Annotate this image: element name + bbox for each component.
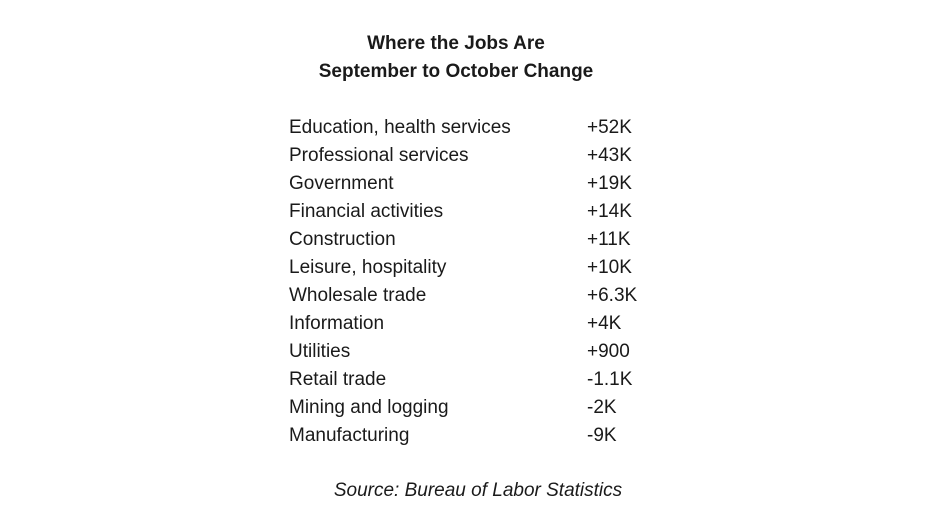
jobs-change-table: Education, health services +52K Profession… <box>289 114 669 450</box>
sector-label: Manufacturing <box>289 425 410 446</box>
sector-label: Financial activities <box>289 201 444 222</box>
chart-title-block: Where the Jobs Are September to October … <box>0 30 912 86</box>
table-row: Wholesale trade +6.3K <box>289 282 669 310</box>
table-row: Construction +11K <box>289 226 669 254</box>
change-value: +14K <box>587 201 632 222</box>
change-value: -2K <box>587 397 617 418</box>
sector-label: Leisure, hospitality <box>289 257 447 278</box>
change-value: -9K <box>587 425 617 446</box>
table-row: Professional services +43K <box>289 142 669 170</box>
source-note: Source: Bureau of Labor Statistics <box>333 480 623 501</box>
sector-label: Wholesale trade <box>289 285 427 306</box>
change-value: +52K <box>587 117 632 138</box>
table-row: Manufacturing -9K <box>289 422 669 450</box>
change-value: -1.1K <box>587 369 633 390</box>
table-row: Financial activities +14K <box>289 198 669 226</box>
sector-label: Construction <box>289 229 396 250</box>
change-value: +4K <box>587 313 622 334</box>
table-row: Utilities +900 <box>289 338 669 366</box>
change-value: +10K <box>587 257 632 278</box>
sector-label: Education, health services <box>289 117 511 138</box>
sector-label: Mining and logging <box>289 397 449 418</box>
sector-label: Retail trade <box>289 369 387 390</box>
change-value: +900 <box>587 341 630 362</box>
change-value: +6.3K <box>587 285 638 306</box>
table-row: Education, health services +52K <box>289 114 669 142</box>
table-row: Retail trade -1.1K <box>289 366 669 394</box>
chart-title: Where the Jobs Are <box>367 33 545 54</box>
chart-subtitle: September to October Change <box>318 61 594 82</box>
change-value: +43K <box>587 145 632 166</box>
table-row: Information +4K <box>289 310 669 338</box>
table-row: Mining and logging -2K <box>289 394 669 422</box>
table-row: Government +19K <box>289 170 669 198</box>
change-value: +11K <box>587 229 631 250</box>
sector-label: Professional services <box>289 145 469 166</box>
table-row: Leisure, hospitality +10K <box>289 254 669 282</box>
change-value: +19K <box>587 173 632 194</box>
sector-label: Information <box>289 313 385 334</box>
sector-label: Utilities <box>289 341 351 362</box>
sector-label: Government <box>289 173 394 194</box>
